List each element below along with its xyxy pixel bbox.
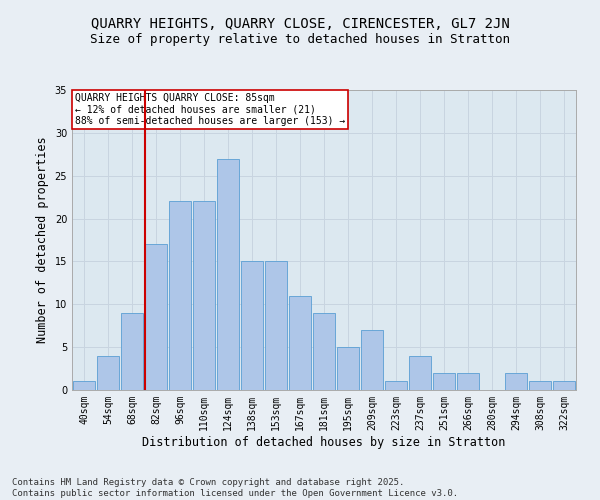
X-axis label: Distribution of detached houses by size in Stratton: Distribution of detached houses by size … bbox=[142, 436, 506, 448]
Bar bbox=[385, 382, 407, 390]
Bar bbox=[241, 262, 263, 390]
Bar bbox=[337, 347, 359, 390]
Bar bbox=[145, 244, 167, 390]
Bar bbox=[529, 382, 551, 390]
Y-axis label: Number of detached properties: Number of detached properties bbox=[36, 136, 49, 344]
Text: QUARRY HEIGHTS, QUARRY CLOSE, CIRENCESTER, GL7 2JN: QUARRY HEIGHTS, QUARRY CLOSE, CIRENCESTE… bbox=[91, 18, 509, 32]
Bar bbox=[505, 373, 527, 390]
Bar bbox=[433, 373, 455, 390]
Bar bbox=[193, 202, 215, 390]
Text: Contains HM Land Registry data © Crown copyright and database right 2025.
Contai: Contains HM Land Registry data © Crown c… bbox=[12, 478, 458, 498]
Bar bbox=[409, 356, 431, 390]
Bar bbox=[97, 356, 119, 390]
Bar bbox=[553, 382, 575, 390]
Text: QUARRY HEIGHTS QUARRY CLOSE: 85sqm
← 12% of detached houses are smaller (21)
88%: QUARRY HEIGHTS QUARRY CLOSE: 85sqm ← 12%… bbox=[74, 93, 345, 126]
Bar bbox=[289, 296, 311, 390]
Text: Size of property relative to detached houses in Stratton: Size of property relative to detached ho… bbox=[90, 32, 510, 46]
Bar bbox=[217, 158, 239, 390]
Bar bbox=[457, 373, 479, 390]
Bar bbox=[73, 382, 95, 390]
Bar bbox=[121, 313, 143, 390]
Bar bbox=[169, 202, 191, 390]
Bar bbox=[313, 313, 335, 390]
Bar bbox=[361, 330, 383, 390]
Bar bbox=[265, 262, 287, 390]
